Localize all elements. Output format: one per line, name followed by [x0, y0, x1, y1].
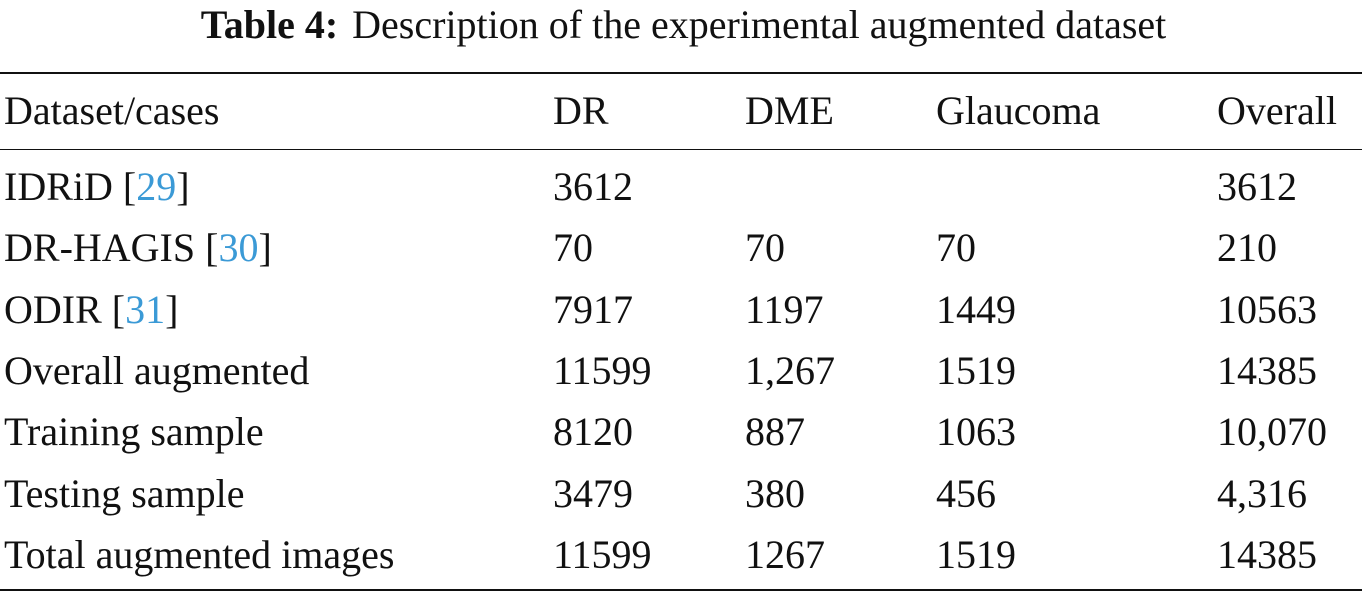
label-text: DR-HAGIS [	[4, 225, 219, 271]
data-cell: 210	[1217, 225, 1277, 271]
data-cell: 10,070	[1217, 409, 1327, 455]
data-cell: 1,267	[745, 347, 835, 393]
row-label: Overall augmented	[4, 346, 309, 396]
label-text: ODIR [	[4, 286, 126, 332]
data-cell: 456	[936, 470, 996, 516]
data-cell: 1197	[745, 286, 824, 332]
data-cell: 70	[745, 225, 785, 271]
data-cell: 70	[936, 225, 976, 271]
citation: 29	[136, 164, 177, 209]
header-cell: DR	[553, 88, 609, 133]
data-cell: 4,316	[1217, 470, 1307, 516]
label-text: Overall augmented	[4, 347, 310, 393]
header-cell: Overall	[1217, 88, 1337, 133]
row-label: Total augmented images	[4, 530, 394, 580]
data-cell: 7917	[553, 286, 633, 332]
data-cell: 887	[745, 409, 805, 455]
data-cell: 3612	[1217, 164, 1297, 209]
label-text: ]	[258, 225, 272, 271]
row-label: Training sample	[4, 407, 264, 457]
data-cell: 3479	[553, 470, 633, 516]
header-cell: Glaucoma	[936, 88, 1101, 133]
table-caption: Table 4: Description of the experimental …	[0, 0, 1367, 50]
data-cell: 11599	[553, 531, 652, 577]
caption-label: Table 4:	[200, 2, 339, 47]
citation: 30	[218, 225, 259, 271]
label-text: Testing sample	[4, 470, 245, 516]
label-text: IDRiD [	[4, 164, 137, 209]
label-text: Training sample	[4, 409, 264, 455]
row-label: Testing sample	[4, 469, 245, 519]
data-cell: 14385	[1217, 531, 1317, 577]
data-cell: 3612	[553, 164, 633, 209]
data-cell: 8120	[553, 409, 633, 455]
top-rule	[0, 72, 1362, 74]
row-label: ODIR [31]	[4, 285, 178, 335]
data-cell: 1519	[936, 347, 1016, 393]
bottom-rule	[0, 589, 1362, 591]
data-cell: 1449	[936, 286, 1016, 332]
data-cell: 70	[553, 225, 593, 271]
label-text: ]	[165, 286, 179, 332]
caption-text: Description of the experimental augmente…	[352, 2, 1167, 47]
row-label: DR-HAGIS [30]	[4, 223, 272, 273]
label-text: ]	[176, 164, 190, 209]
data-cell: 380	[745, 470, 805, 516]
header-rule	[0, 149, 1362, 150]
data-cell: 14385	[1217, 347, 1317, 393]
data-cell: 10563	[1217, 286, 1317, 332]
header-cell: Dataset/cases	[4, 88, 220, 133]
data-cell: 1519	[936, 531, 1016, 577]
data-cell: 1063	[936, 409, 1016, 455]
label-text: Total augmented images	[4, 531, 395, 577]
data-cell: 1267	[745, 531, 825, 577]
header-cell: DME	[745, 88, 834, 133]
citation: 31	[125, 286, 166, 332]
data-cell: 11599	[553, 347, 652, 393]
row-label: IDRiD [29]	[4, 162, 190, 212]
